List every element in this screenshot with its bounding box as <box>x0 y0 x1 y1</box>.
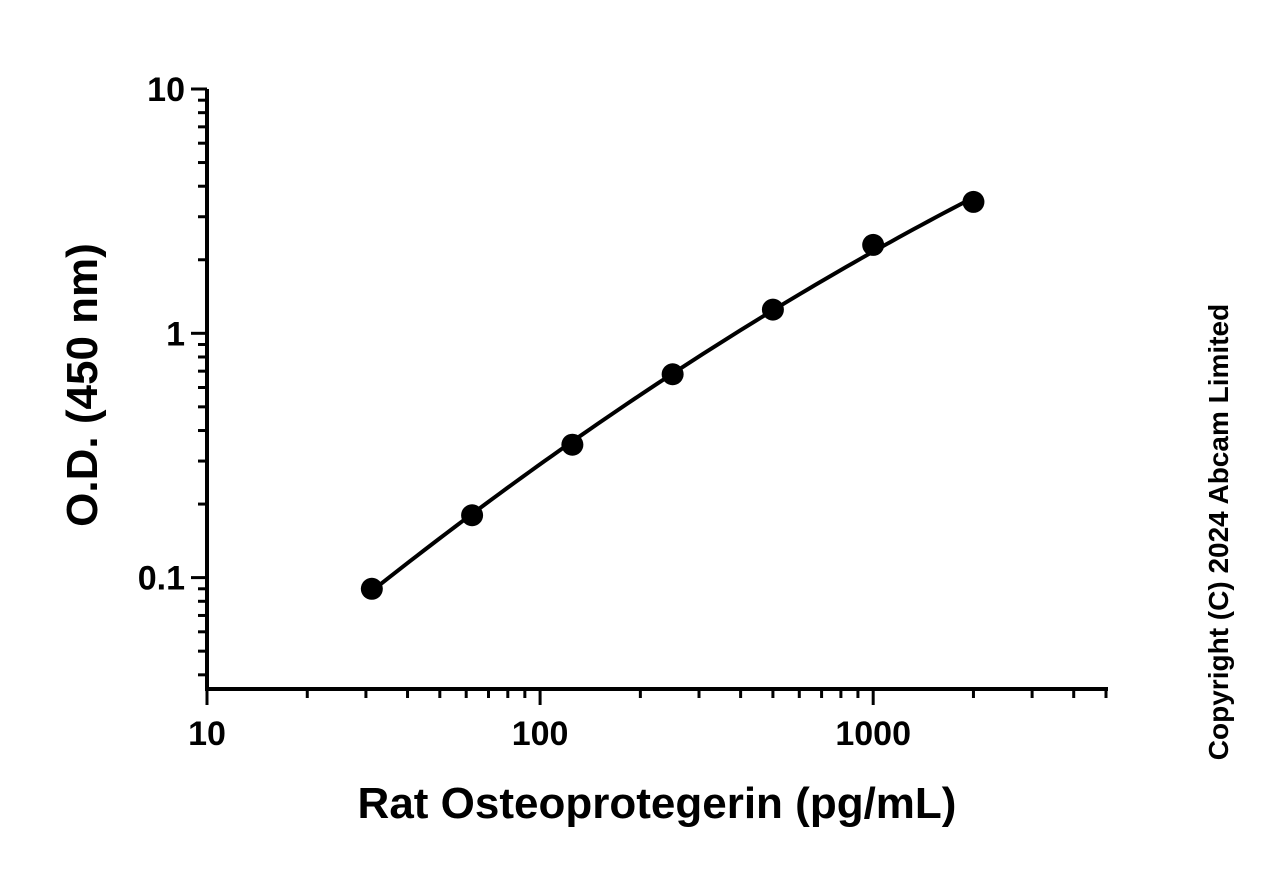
fit-curve <box>369 195 976 594</box>
data-point <box>561 433 584 456</box>
axes <box>191 87 1108 705</box>
x-tick-label: 100 <box>512 715 569 753</box>
data-point <box>360 577 383 600</box>
y-tick-label: 0.1 <box>138 560 185 598</box>
x-axis-title: Rat Osteoprotegerin (pg/mL) <box>358 779 957 828</box>
data-point <box>761 298 784 321</box>
data-points <box>360 190 985 600</box>
fit-curve-layer <box>369 195 976 594</box>
y-axis-title: O.D. (450 nm) <box>58 243 107 527</box>
copyright-notice: Copyright (C) 2024 Abcam Limited <box>1203 304 1234 760</box>
tick-labels: 0.1 1 10 10 100 1000 <box>138 71 911 753</box>
x-tick-label: 1000 <box>835 715 911 753</box>
data-point <box>661 363 684 386</box>
x-tick-label: 10 <box>188 715 226 753</box>
y-tick-label: 10 <box>147 71 185 109</box>
data-point <box>862 233 885 256</box>
y-tick-label: 1 <box>166 315 185 353</box>
data-point <box>962 190 985 213</box>
data-point <box>461 504 484 527</box>
